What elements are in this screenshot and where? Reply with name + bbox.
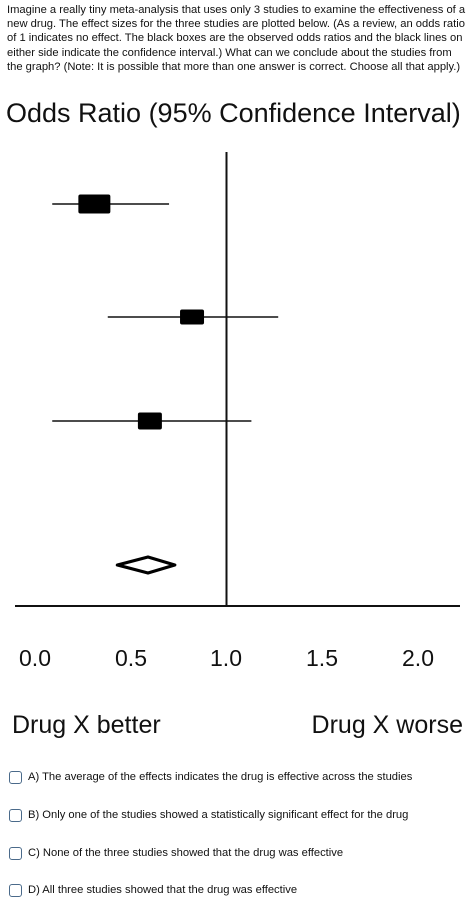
option-b[interactable]: B) Only one of the studies showed a stat…: [9, 808, 408, 822]
checkbox[interactable]: [9, 883, 22, 897]
x-tick-label: 1.0: [210, 645, 242, 671]
right-direction-label: Drug X worse: [311, 711, 463, 739]
option-d[interactable]: D) All three studies showed that the dru…: [9, 883, 297, 897]
option-c[interactable]: C) None of the three studies showed that…: [9, 846, 343, 860]
x-tick-label: 0.0: [19, 645, 51, 671]
estimate-box: [137, 412, 162, 430]
checkbox[interactable]: [9, 808, 22, 822]
left-direction-label: Drug X better: [12, 711, 161, 739]
pooled-estimate-diamond: [115, 555, 177, 575]
option-label: A) The average of the effects indicates …: [28, 771, 413, 783]
option-label: C) None of the three studies showed that…: [28, 847, 344, 859]
option-label: D) All three studies showed that the dru…: [28, 884, 298, 896]
chart-title: Odds Ratio (95% Confidence Interval): [6, 98, 461, 128]
option-a[interactable]: A) The average of the effects indicates …: [9, 770, 412, 784]
option-label: B) Only one of the studies showed a stat…: [28, 809, 409, 821]
x-tick-label: 0.5: [115, 645, 147, 671]
x-tick-label: 1.5: [306, 645, 338, 671]
x-tick-label: 2.0: [402, 645, 434, 671]
checkbox[interactable]: [9, 770, 22, 784]
estimate-box: [78, 194, 111, 214]
question-text: Imagine a really tiny meta-analysis that…: [7, 4, 466, 73]
checkbox[interactable]: [9, 846, 22, 860]
estimate-box: [180, 309, 205, 325]
